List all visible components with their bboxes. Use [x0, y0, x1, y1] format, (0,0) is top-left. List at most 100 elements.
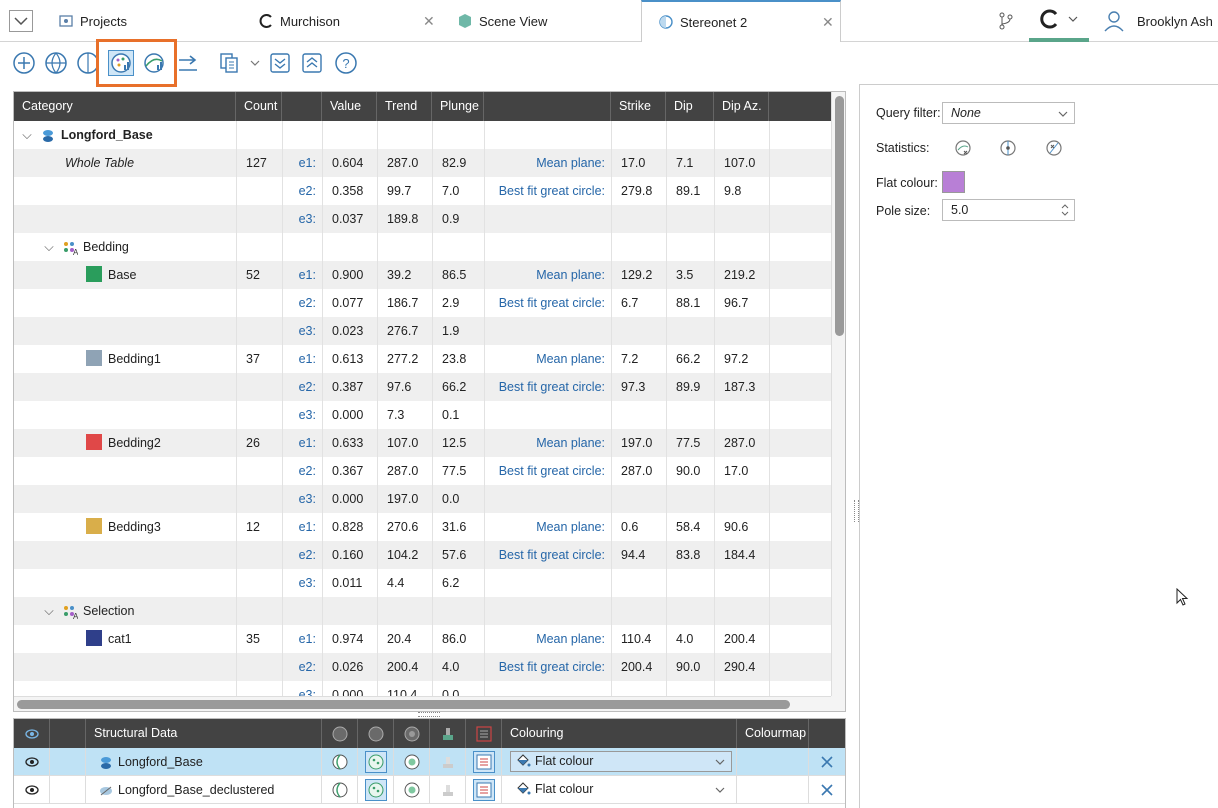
table-row[interactable]: e3: 0.011 4.4 6.2: [14, 569, 831, 597]
col-label[interactable]: [484, 92, 611, 121]
structural-data-row[interactable]: Longford_Base_declustered Flat colour: [14, 776, 845, 804]
table-row[interactable]: e3: 0.037 189.8 0.9: [14, 205, 831, 233]
table-row[interactable]: e2: 0.026 200.4 4.0 Best fit great circle: 20…: [14, 653, 831, 681]
col-strike[interactable]: Strike: [611, 92, 666, 121]
table-row[interactable]: e2: 0.077 186.7 2.9 Best fit great circle: 6.…: [14, 289, 831, 317]
branch-icon[interactable]: [997, 11, 1015, 31]
spinner-icon[interactable]: [1060, 202, 1070, 218]
table-row[interactable]: e3: 0.000 110.4 0.0: [14, 681, 831, 696]
col-show-planes[interactable]: [322, 719, 358, 748]
tab-murchison[interactable]: Murchison ✕: [258, 0, 438, 42]
stat-label: Mean plane:: [536, 632, 605, 646]
visibility-toggle[interactable]: [14, 748, 50, 776]
legend-toggle[interactable]: [466, 748, 502, 776]
workspace-switcher[interactable]: [1029, 0, 1089, 42]
col-show-poles[interactable]: [358, 719, 394, 748]
colouring-select[interactable]: Flat colour: [510, 779, 732, 800]
stats-circle-button[interactable]: [1043, 137, 1065, 159]
group-row[interactable]: ⌵ Longford_Base: [14, 121, 831, 149]
col-colouring[interactable]: Colouring: [502, 719, 737, 748]
scroll-thumb[interactable]: [17, 700, 790, 709]
close-icon[interactable]: ✕: [423, 12, 435, 29]
group-row[interactable]: ⌵ A Selection: [14, 597, 831, 625]
col-dip[interactable]: Dip: [666, 92, 714, 121]
col-count[interactable]: Count: [236, 92, 282, 121]
col-dip-az[interactable]: Dip Az.: [714, 92, 769, 121]
col-show-rose[interactable]: [430, 719, 466, 748]
remove-button[interactable]: [809, 776, 845, 804]
chevron-down-icon[interactable]: ⌵: [44, 240, 54, 254]
table-row[interactable]: e2: 0.160 104.2 57.6 Best fit great circle: 9…: [14, 541, 831, 569]
colouring-select[interactable]: Flat colour: [510, 751, 732, 772]
col-value[interactable]: Value: [322, 92, 377, 121]
structural-data-row[interactable]: Longford_Base Flat colour: [14, 748, 845, 776]
help-button[interactable]: ?: [333, 50, 359, 76]
stats-mean-button[interactable]: [997, 137, 1019, 159]
table-row[interactable]: Base 52 e1: 0.900 39.2 86.5 Mean plane: 129.2 3.…: [14, 261, 831, 289]
chevron-down-icon[interactable]: ⌵: [22, 128, 32, 142]
table-row[interactable]: e2: 0.358 99.7 7.0 Best fit great circle: 279…: [14, 177, 831, 205]
table-row[interactable]: e2: 0.367 287.0 77.5 Best fit great circle: 2…: [14, 457, 831, 485]
poles-toggle[interactable]: [358, 748, 394, 776]
legend-toggle[interactable]: [466, 776, 502, 804]
splitter-handle[interactable]: [418, 712, 440, 717]
chevron-down-icon[interactable]: ⌵: [44, 604, 54, 618]
planes-toggle[interactable]: [322, 776, 358, 804]
pole-size-field[interactable]: 5.0: [942, 199, 1075, 221]
table-row[interactable]: Bedding2 26 e1: 0.633 107.0 12.5 Mean plane: 19…: [14, 429, 831, 457]
col-structural-data[interactable]: Structural Data: [86, 719, 322, 748]
add-button[interactable]: [11, 50, 37, 76]
great-circle-stats-button[interactable]: [141, 50, 167, 76]
tab-list-dropdown-button[interactable]: [9, 10, 33, 32]
copy-dropdown-button[interactable]: [246, 50, 264, 76]
col-trend[interactable]: Trend: [377, 92, 432, 121]
rose-toggle[interactable]: [430, 748, 466, 776]
table-row[interactable]: e3: 0.023 276.7 1.9: [14, 317, 831, 345]
contours-toggle[interactable]: [394, 776, 430, 804]
contours-toggle[interactable]: [394, 748, 430, 776]
user-menu[interactable]: Brooklyn Ash: [1103, 8, 1213, 34]
table-row[interactable]: e3: 0.000 197.0 0.0: [14, 485, 831, 513]
copy-button[interactable]: [216, 50, 242, 76]
tab-projects[interactable]: Projects: [58, 0, 127, 42]
table-row[interactable]: Whole Table 127 e1: 0.604 287.0 82.9 Mean plan…: [14, 149, 831, 177]
table-row[interactable]: e2: 0.387 97.6 66.2 Best fit great circle: 97…: [14, 373, 831, 401]
expand-all-button[interactable]: [299, 50, 325, 76]
category-colour-swatch[interactable]: [86, 517, 102, 534]
category-colour-swatch[interactable]: [86, 265, 102, 282]
side-splitter-handle[interactable]: [854, 500, 859, 522]
export-button[interactable]: [175, 50, 201, 76]
scroll-thumb[interactable]: [835, 96, 844, 336]
col-show-legend[interactable]: [466, 719, 502, 748]
category-colour-swatch[interactable]: [86, 433, 102, 450]
table-row[interactable]: Bedding1 37 e1: 0.613 277.2 23.8 Mean plane: 7.…: [14, 345, 831, 373]
category-colour-swatch[interactable]: [86, 629, 102, 646]
group-row[interactable]: ⌵ A Bedding: [14, 233, 831, 261]
rose-toggle[interactable]: [430, 776, 466, 804]
planes-toggle[interactable]: [322, 748, 358, 776]
stereonet-globe-button[interactable]: [43, 50, 69, 76]
flat-colour-swatch[interactable]: [942, 171, 965, 193]
table-row[interactable]: cat1 35 e1: 0.974 20.4 86.0 Mean plane: 110.4 4.…: [14, 625, 831, 653]
col-category[interactable]: Category: [14, 92, 236, 121]
table-row[interactable]: Bedding3 12 e1: 0.828 270.6 31.6 Mean plane: 0.…: [14, 513, 831, 541]
visibility-toggle[interactable]: [14, 776, 50, 804]
close-icon[interactable]: ✕: [822, 13, 834, 30]
tab-scene-view[interactable]: Scene View: [457, 0, 547, 42]
stats-poles-button[interactable]: [952, 137, 974, 159]
query-filter-select[interactable]: None: [942, 102, 1075, 124]
remove-button[interactable]: [809, 748, 845, 776]
horizontal-scrollbar[interactable]: [14, 696, 831, 711]
table-row[interactable]: e3: 0.000 7.3 0.1: [14, 401, 831, 429]
col-eigen[interactable]: [282, 92, 322, 121]
poles-toggle[interactable]: [358, 776, 394, 804]
visibility-col[interactable]: [14, 719, 50, 748]
category-colour-swatch[interactable]: [86, 349, 102, 366]
vertical-scrollbar[interactable]: [831, 92, 845, 696]
pole-stats-button[interactable]: [108, 50, 134, 76]
col-plunge[interactable]: Plunge: [432, 92, 484, 121]
col-show-contours[interactable]: [394, 719, 430, 748]
col-colourmap[interactable]: Colourmap: [737, 719, 809, 748]
tab-stereonet-2[interactable]: Stereonet 2 ✕: [641, 0, 841, 42]
collapse-all-button[interactable]: [267, 50, 293, 76]
